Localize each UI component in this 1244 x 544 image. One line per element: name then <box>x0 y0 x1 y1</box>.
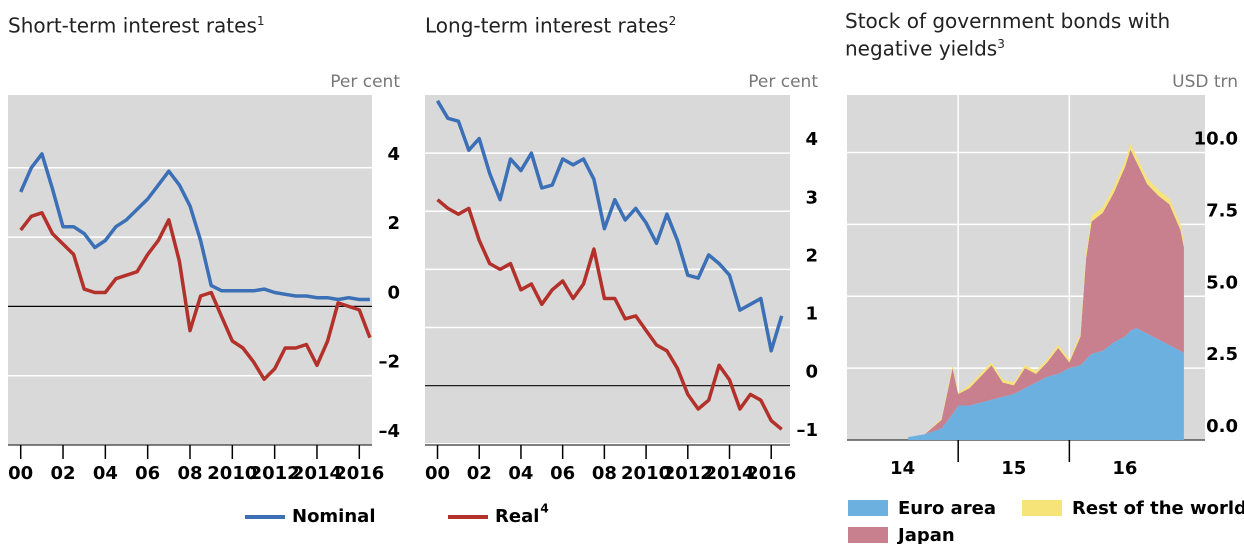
x-tick-label: 04 <box>508 463 533 484</box>
x-tick-label: 2016 <box>746 463 796 484</box>
title-footnote: 1 <box>256 14 265 28</box>
x-tick-label: 00 <box>425 463 450 484</box>
unit-label: Per cent <box>748 72 818 92</box>
y-tick-label: –1 <box>796 420 818 441</box>
x-tick-label: 2014 <box>704 463 754 484</box>
line-series <box>435 99 784 353</box>
x-tick-label: 2012 <box>663 463 713 484</box>
legend-label: Euro area <box>898 498 996 519</box>
y-tick-label: 10.0 <box>1194 129 1238 150</box>
y-tick-label: 2 <box>805 245 818 266</box>
y-tick-label: 4 <box>805 129 818 150</box>
legend-label: Nominal <box>292 506 376 527</box>
y-tick-label: 0.0 <box>1206 416 1238 437</box>
y-tick-label: 1 <box>805 304 818 325</box>
x-tick-label: 15 <box>1001 458 1026 479</box>
title-footnote: 3 <box>997 37 1005 51</box>
x-tick-label: 02 <box>467 463 492 484</box>
x-tick-label: 2014 <box>292 463 342 484</box>
x-tick-label: 04 <box>93 463 118 484</box>
y-tick-label: 2 <box>387 213 400 234</box>
x-tick-label: 14 <box>890 458 915 479</box>
y-tick-label: 5.0 <box>1206 272 1238 293</box>
y-tick-label: 4 <box>387 144 400 165</box>
legend-swatch <box>1022 500 1062 516</box>
x-tick-label: 08 <box>592 463 617 484</box>
unit-label: Per cent <box>330 72 400 92</box>
y-tick-label: 0 <box>805 362 818 383</box>
y-tick-label: 2.5 <box>1206 344 1238 365</box>
plot-background <box>8 95 372 445</box>
x-tick-label: 16 <box>1112 458 1137 479</box>
legend-swatch <box>848 527 888 543</box>
chart-title: Short-term interest rates1 <box>8 10 388 38</box>
title-text: Short-term interest rates <box>8 13 257 38</box>
legend-footnote: 4 <box>540 502 548 516</box>
x-tick-label: 2010 <box>621 463 671 484</box>
legend-label: Japan <box>896 525 955 544</box>
line-series <box>19 152 370 302</box>
x-tick-label: 02 <box>50 463 75 484</box>
x-tick-label: 2016 <box>334 463 384 484</box>
y-tick-label: –4 <box>378 421 400 442</box>
x-tick-label: 06 <box>135 463 160 484</box>
title-text: Stock of government bonds with negative … <box>845 9 1171 61</box>
title-text: Long-term interest rates <box>425 13 669 38</box>
y-tick-label: 3 <box>805 187 818 208</box>
chart-title: Long-term interest rates2 <box>425 10 805 38</box>
line-series <box>436 198 783 431</box>
legend-swatch <box>848 500 888 516</box>
x-tick-label: 08 <box>177 463 202 484</box>
x-tick-label: 2012 <box>250 463 300 484</box>
area-series <box>908 327 1184 440</box>
chart-title: Stock of government bonds with negative … <box>845 10 1205 61</box>
unit-label: USD trn <box>1172 72 1238 92</box>
legend-label: Real <box>495 506 539 527</box>
title-footnote: 2 <box>668 14 677 28</box>
y-tick-label: 0 <box>387 282 400 303</box>
legend-label: Rest of the world <box>1072 498 1244 519</box>
x-tick-label: 2010 <box>207 463 257 484</box>
x-tick-label: 06 <box>550 463 575 484</box>
x-tick-label: 00 <box>8 463 33 484</box>
y-tick-label: –2 <box>378 352 400 373</box>
line-series <box>19 211 372 381</box>
area-series <box>908 149 1184 438</box>
y-tick-label: 7.5 <box>1206 200 1238 221</box>
